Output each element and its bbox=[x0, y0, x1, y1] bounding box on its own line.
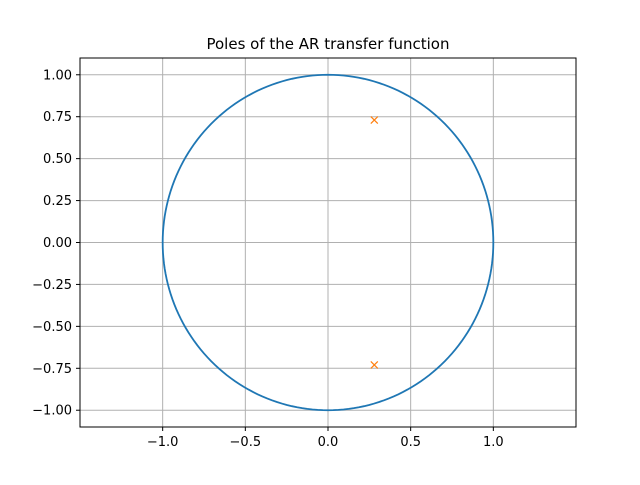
x-tick-label: 1.0 bbox=[483, 435, 504, 450]
chart-title: Poles of the AR transfer function bbox=[206, 35, 449, 53]
axis-ticks: −1.0 −0.5 0.0 0.5 1.0 −1.00 −0.75 −0.50 −0.25 0.0… bbox=[32, 68, 504, 450]
y-tick-label: −0.25 bbox=[32, 278, 72, 293]
y-tick-label: 0.50 bbox=[43, 152, 72, 167]
y-tick-label: −0.50 bbox=[32, 320, 72, 335]
x-tick-label: −0.5 bbox=[230, 435, 262, 450]
pole-marker bbox=[370, 116, 379, 124]
x-tick-label: −1.0 bbox=[147, 435, 179, 450]
pole-marker bbox=[370, 361, 379, 369]
plot-series bbox=[161, 73, 495, 412]
unit-circle-line bbox=[161, 73, 495, 412]
y-tick-label: 0.00 bbox=[43, 236, 72, 251]
x-tick-label: 0.0 bbox=[318, 435, 339, 450]
y-tick-label: 0.25 bbox=[43, 194, 72, 209]
x-tick-label: 0.5 bbox=[400, 435, 421, 450]
y-tick-label: −0.75 bbox=[32, 362, 72, 377]
y-tick-label: 1.00 bbox=[43, 68, 72, 83]
y-tick-label: −1.00 bbox=[32, 404, 72, 419]
y-tick-label: 0.75 bbox=[43, 110, 72, 125]
